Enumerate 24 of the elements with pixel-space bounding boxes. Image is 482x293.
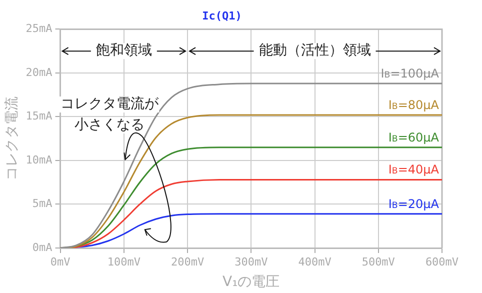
series-label: IB=40μA	[388, 162, 440, 177]
chart-title: Ic(Q1)	[202, 9, 242, 22]
x-tick-label: 600mV	[425, 255, 459, 268]
series-label: IB=80μA	[388, 98, 440, 112]
x-tick-label: 200mV	[170, 255, 204, 268]
series-label: IB=20μA	[388, 196, 440, 211]
x-axis-title: V₁の電圧	[222, 274, 280, 290]
annotation: 飽和領域	[96, 42, 152, 59]
y-tick-label: 5mA	[32, 197, 53, 210]
y-tick-label: 15mA	[26, 110, 53, 123]
y-tick-label: 20mA	[26, 66, 53, 79]
x-tick-label: 500mV	[362, 255, 396, 268]
x-tick-label: 300mV	[234, 255, 268, 268]
annotation: コレクタ電流が小さくなる	[60, 96, 160, 134]
series-label: IB=100μA	[380, 66, 440, 80]
y-axis-title: コレクタ電流	[4, 96, 20, 181]
y-tick-label: 0mA	[32, 240, 53, 254]
y-tick-label: 25mA	[26, 22, 53, 36]
x-tick-label: 400mV	[298, 255, 332, 268]
y-tick-label: 10mA	[26, 153, 53, 166]
series-label: IB=60μA	[388, 130, 440, 144]
annotation: 能動（活性）領域	[258, 42, 371, 59]
x-tick-label: 0mV	[50, 255, 71, 268]
x-tick-label: 100mV	[107, 255, 141, 268]
